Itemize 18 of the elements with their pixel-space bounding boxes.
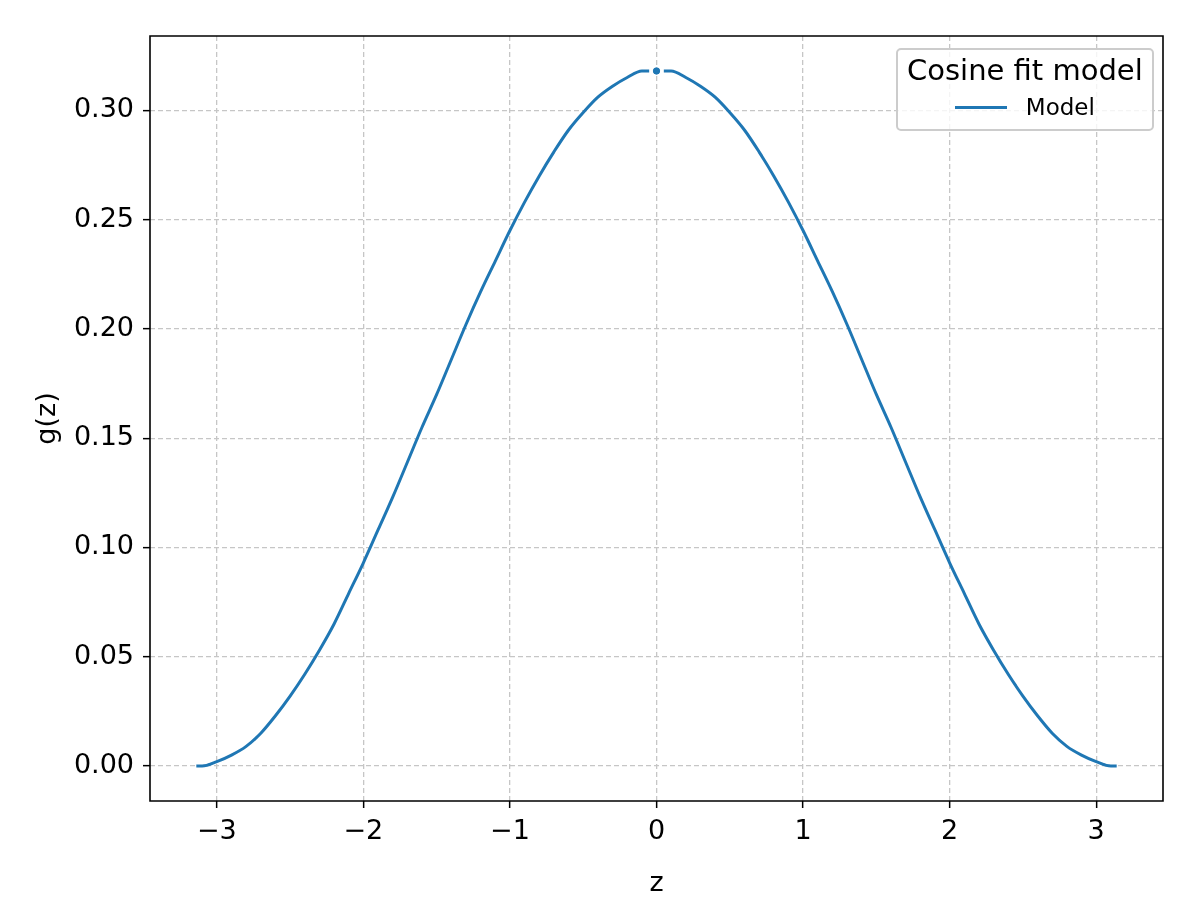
x-tick-label: 2 <box>941 814 959 846</box>
y-tick-label: 0.00 <box>73 748 134 780</box>
x-tick-label: −1 <box>490 814 530 846</box>
legend-label: Model <box>1025 93 1095 121</box>
y-tick-label: 0.05 <box>73 638 134 670</box>
x-tick-label: 0 <box>647 814 666 846</box>
y-tick-label: 0.25 <box>73 201 134 233</box>
x-tick-label: 1 <box>794 814 812 846</box>
legend-title: Cosine fit model <box>907 53 1143 87</box>
x-tick-label: 3 <box>1087 814 1105 846</box>
x-tick-label: −2 <box>343 814 384 846</box>
x-axis-title: z <box>649 865 664 897</box>
y-tick-label: 0.15 <box>73 420 134 452</box>
y-tick-label: 0.30 <box>73 92 134 124</box>
x-tick-label: −3 <box>196 814 237 846</box>
y-tick-label: 0.10 <box>73 529 134 561</box>
y-axis-title: g(z) <box>30 392 62 445</box>
y-tick-label: 0.20 <box>73 310 134 342</box>
